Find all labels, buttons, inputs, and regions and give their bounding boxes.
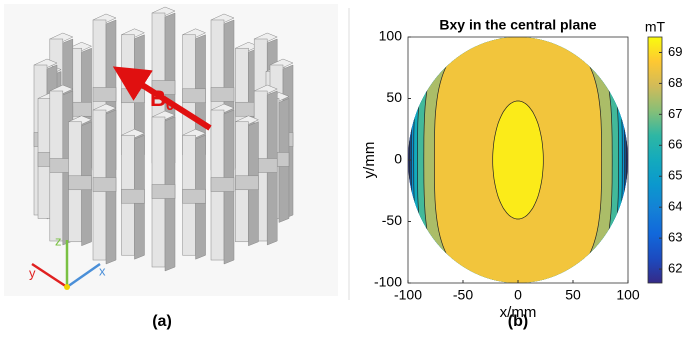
- pillar-block: [211, 178, 234, 192]
- x-tick-label: 0: [514, 287, 522, 303]
- colorbar-tick-label: 62: [668, 261, 682, 276]
- y-tick-label: -50: [382, 212, 402, 228]
- z-axis-label: z: [55, 233, 62, 248]
- x-tick-label: -50: [453, 287, 473, 303]
- colorbar-tick-label: 63: [668, 230, 682, 245]
- colorbar-tick-label: 65: [668, 168, 682, 183]
- colorbar-tick-label: 67: [668, 106, 682, 121]
- colorbar-tick-label: 68: [668, 75, 682, 90]
- colorbar-label: mT: [645, 19, 666, 35]
- x-axis-label: x: [99, 263, 106, 278]
- pillar-block: [93, 87, 116, 101]
- caption-a: (a): [152, 313, 172, 330]
- magnet-array: [34, 7, 293, 271]
- pillar-block: [211, 87, 234, 101]
- origin: [64, 284, 70, 290]
- caption-b: (b): [508, 313, 528, 330]
- pillar-block: [93, 178, 116, 192]
- colorbar-tick-label: 66: [668, 137, 682, 152]
- y-tick-label: 0: [394, 151, 402, 167]
- colorbar: [648, 37, 662, 283]
- figure: B0 y z x (a) -100-50050100-100-50050100B…: [0, 0, 690, 337]
- pillar-block: [69, 176, 92, 190]
- x-tick-label: 100: [616, 287, 640, 303]
- pillar-block: [152, 185, 175, 199]
- pillar-block: [121, 189, 144, 203]
- x-tick-label: 50: [565, 287, 581, 303]
- y-axis-label: y: [29, 265, 36, 280]
- pillar-block: [121, 89, 144, 103]
- pillar-block: [183, 189, 206, 203]
- colorbar-tick-label: 69: [668, 44, 682, 59]
- contour-band: [493, 101, 544, 219]
- colorbar-tick-label: 64: [668, 199, 682, 214]
- pillar-block: [183, 89, 206, 103]
- y-axis-label: y/mm: [361, 142, 378, 179]
- y-tick-label: -100: [374, 274, 402, 290]
- y-tick-label: 50: [386, 89, 402, 105]
- y-tick-label: 100: [379, 28, 403, 44]
- pillar-block: [235, 176, 258, 190]
- chart-title: Bxy in the central plane: [439, 17, 596, 33]
